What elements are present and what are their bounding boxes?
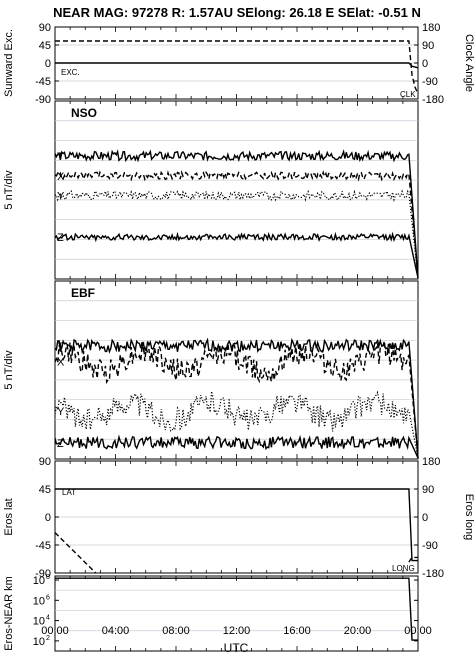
eros-long-label: LONG: [392, 564, 415, 573]
nso-z-line: [54, 231, 419, 279]
panel-nso: 5 nT/div NSO TXY Z: [3, 100, 419, 280]
figure-title: NEAR MAG: 97278 R: 1.57AU SElong: 26.18 …: [53, 5, 421, 20]
x-tick-label-5: 20:00: [344, 625, 372, 637]
eros-lat-ytick-2: 0: [45, 512, 51, 524]
eros-long-ytick-3: -90: [422, 540, 438, 552]
ebf-y-line: [54, 390, 419, 459]
sunward-ytick-4: -90: [35, 94, 51, 106]
x-tick-label-4: 16:00: [283, 625, 311, 637]
panel-sunward: 90 45 0 -45 -90 180 90 0 -90 -180 Sunward Exc. Cloc…: [3, 22, 474, 106]
nso-ylabel: 5 nT/div: [3, 170, 15, 210]
nso-x-label: X: [57, 171, 65, 183]
distance-ytick-exp-0: 8: [46, 574, 50, 581]
x-axis: 00:00 04:00 08:00 12:00 16:00 20:00 00:00: [41, 27, 432, 651]
sunward-ytick-1: 45: [39, 40, 51, 52]
eros-lat-ytick-0: 90: [39, 456, 51, 468]
sunward-ylabel: Sunward Exc.: [3, 29, 15, 97]
distance-ytick-1: 10: [33, 595, 45, 607]
eros-lat-ylabel: Eros lat: [3, 498, 15, 535]
eros-long-ytick-4: -180: [422, 568, 444, 580]
sunward-ytick-3: -45: [35, 76, 51, 88]
panel-eros-angles: 90 45 0 -45 -90 180 90 0 -90 -180 Eros lat Eros lon…: [3, 456, 474, 580]
exc-line: [55, 62, 419, 69]
nso-y-label: Y: [57, 191, 65, 203]
exc-label: EXC.: [61, 68, 80, 77]
eros-long-line-8: [408, 556, 418, 563]
ebf-x-label: X: [57, 357, 65, 369]
eros-long-line-0: [54, 532, 97, 574]
distance-ytick-3: 10: [33, 636, 45, 648]
eros-long-ytick-0: 180: [422, 456, 440, 468]
ebf-z-line: [54, 434, 419, 459]
nso-t-line: [54, 149, 419, 279]
ebf-ylabel: 5 nT/div: [3, 350, 15, 390]
x-tick-label-2: 08:00: [162, 625, 190, 637]
x-tick-label-0: 00:00: [41, 625, 69, 637]
ebf-x-line: [54, 340, 419, 459]
ebf-title: EBF: [71, 286, 95, 300]
x-tick-label-1: 04:00: [102, 625, 130, 637]
distance-ytick-exp-3: 2: [46, 635, 50, 642]
eros-lat-line: [55, 488, 418, 562]
nso-t-label: T: [57, 151, 64, 163]
distance-ylabel: Eros-NEAR km: [3, 576, 15, 651]
x-tick-label-6: 00:00: [404, 625, 432, 637]
nso-z-label: Z: [57, 232, 64, 244]
eros-lat-label: LAT: [62, 488, 76, 497]
sunward-ytick-2: 0: [45, 58, 51, 70]
eros-long-ytick-1: 90: [422, 484, 434, 496]
distance-line: [55, 577, 418, 641]
nso-title: NSO: [71, 106, 97, 120]
clock-ytick-2: 0: [422, 58, 428, 70]
distance-ytick-2: 10: [33, 616, 45, 628]
clk-line: [55, 40, 419, 95]
sunward-ytick-0: 90: [39, 22, 51, 34]
distance-ytick-0: 10: [33, 575, 45, 587]
clock-ytick-3: -90: [422, 76, 438, 88]
clock-ytick-0: 180: [422, 22, 440, 34]
ebf-t-line: [54, 337, 419, 459]
distance-ytick-exp-2: 4: [46, 615, 50, 622]
distance-ytick-exp-1: 6: [46, 594, 50, 601]
ebf-y-label: Y: [57, 406, 65, 418]
eros-long-ytick-2: 0: [422, 512, 428, 524]
x-axis-label: UTC: [224, 641, 249, 655]
eros-long-ylabel: Eros long: [463, 494, 474, 540]
nso-x-line: [54, 169, 419, 279]
clk-label: CLK: [400, 90, 416, 99]
clock-angle-ylabel: Clock Angle: [463, 34, 474, 92]
eros-lat-ytick-4: -90: [35, 568, 51, 580]
eros-lat-ytick-1: 45: [39, 484, 51, 496]
clock-ytick-1: 90: [422, 40, 434, 52]
ebf-z-label: Z: [57, 438, 64, 450]
x-tick-label-3: 12:00: [223, 625, 251, 637]
clock-ytick-4: -180: [422, 94, 444, 106]
eros-lat-ytick-3: -45: [35, 540, 51, 552]
